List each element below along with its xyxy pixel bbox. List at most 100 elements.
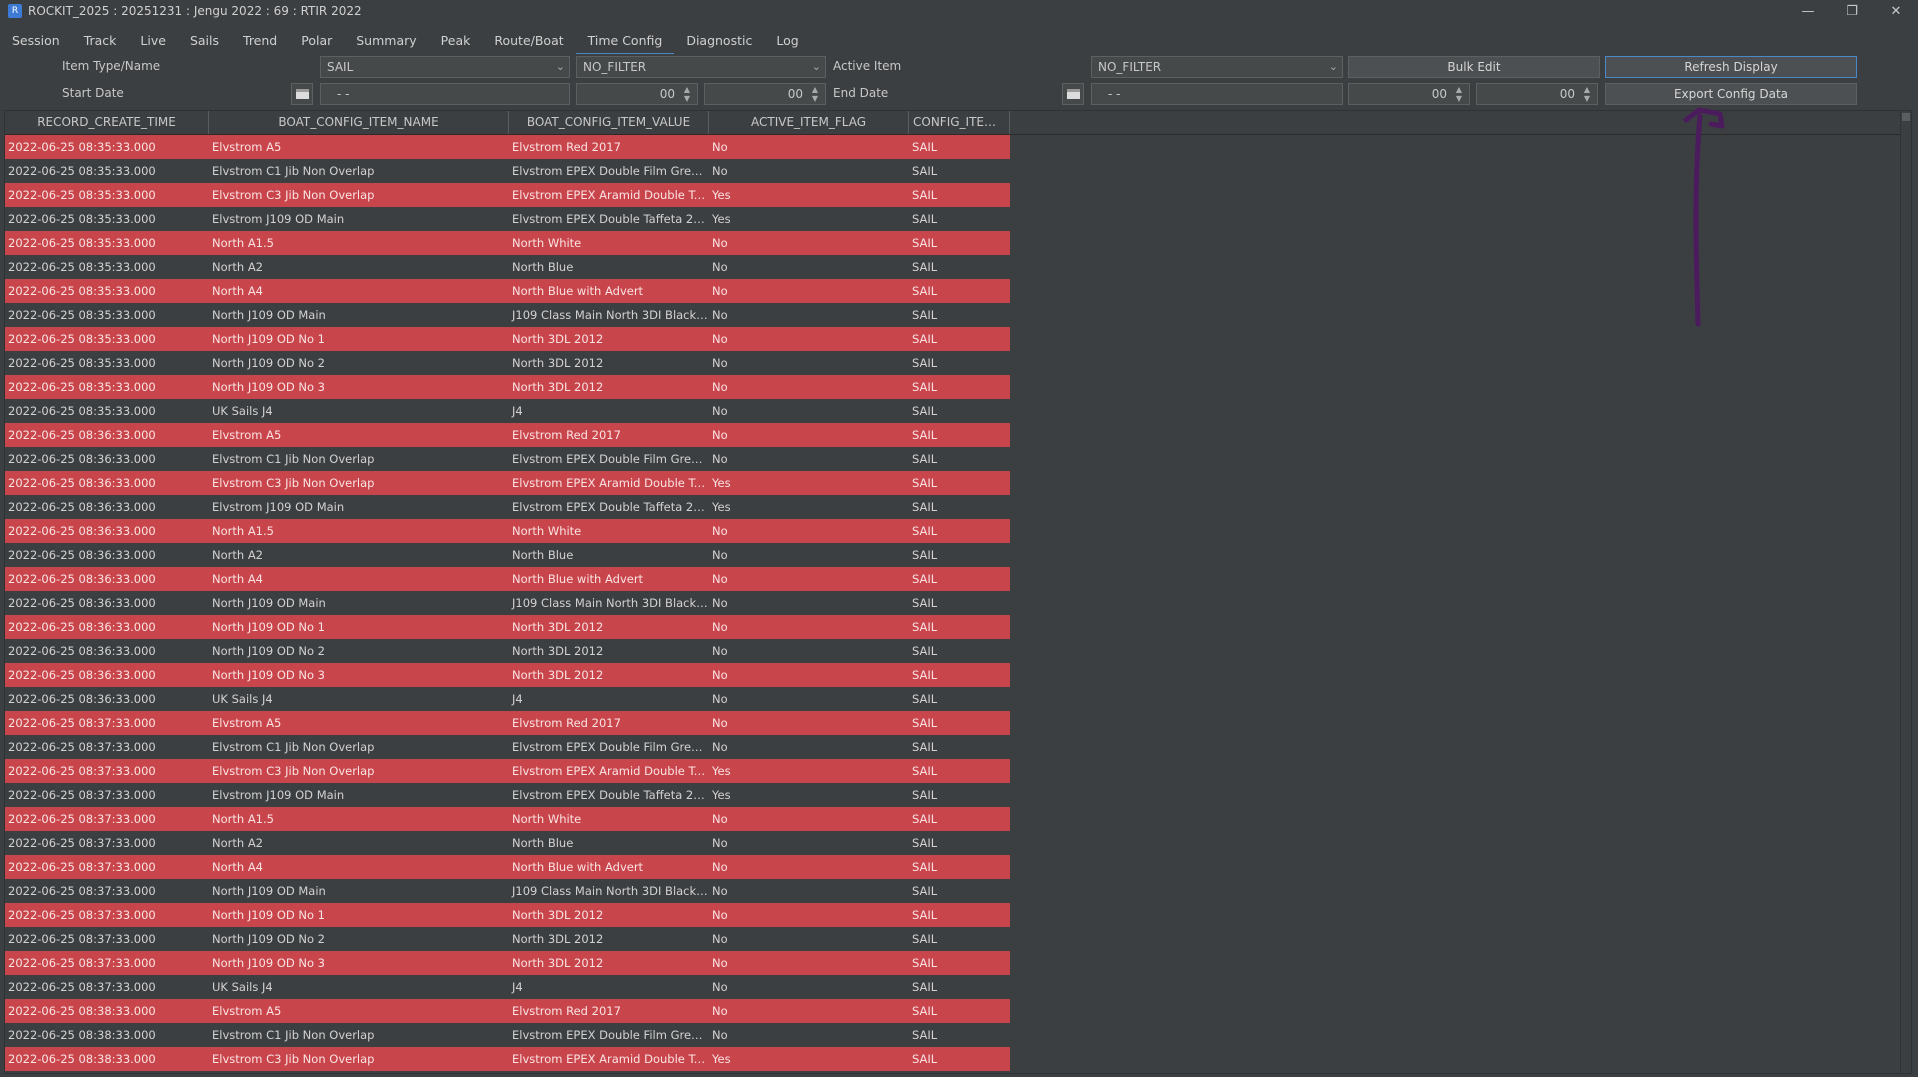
scrollbar-thumb[interactable]	[1902, 113, 1910, 121]
cell-item-value: North Blue with Advert	[509, 855, 709, 879]
cell-active-item-flag: Yes	[709, 759, 909, 783]
cell-item-name: North J109 OD No 1	[209, 615, 509, 639]
tab-live[interactable]: Live	[140, 33, 166, 48]
start-minute-spinner[interactable]: 00 ▲ ▼	[704, 83, 826, 105]
table-row[interactable]: 2022-06-25 08:37:33.000 North A1.5 North W…	[5, 807, 1911, 831]
end-date-field[interactable]: - -	[1091, 83, 1343, 105]
table-row[interactable]: 2022-06-25 08:38:33.000 Elvstrom C1 Jib N…	[5, 1023, 1911, 1047]
close-icon[interactable]: ✕	[1890, 3, 1902, 19]
cell-config-item-type: SAIL	[909, 639, 1010, 663]
cell-record-create-time: 2022-06-25 08:38:33.000	[5, 1047, 209, 1071]
table-row[interactable]: 2022-06-25 08:37:33.000 North J109 OD No …	[5, 903, 1911, 927]
cell-active-item-flag: No	[709, 159, 909, 183]
table-row[interactable]: 2022-06-25 08:35:33.000 North J109 OD No …	[5, 375, 1911, 399]
cell-item-name: North J109 OD No 3	[209, 663, 509, 687]
tab-peak[interactable]: Peak	[440, 33, 471, 48]
table-row[interactable]: 2022-06-25 08:35:33.000 North A2 North Blu…	[5, 255, 1911, 279]
end-hour-spinner[interactable]: 00 ▲ ▼	[1348, 83, 1470, 105]
item-type-select[interactable]: SAIL ⌄	[320, 56, 570, 78]
column-header-active-item-flag[interactable]: ACTIVE_ITEM_FLAG	[709, 111, 909, 134]
table-row[interactable]: 2022-06-25 08:35:33.000 Elvstrom A5 Elvstr…	[5, 135, 1911, 159]
table-row[interactable]: 2022-06-25 08:35:33.000 Elvstrom C1 Jib N…	[5, 159, 1911, 183]
spinner-arrows-icon[interactable]: ▲ ▼	[683, 85, 691, 103]
table-row[interactable]: 2022-06-25 08:36:33.000 North A2 North Blu…	[5, 543, 1911, 567]
table-row[interactable]: 2022-06-25 08:35:33.000 North A4 North Blu…	[5, 279, 1911, 303]
window-controls: — ❐ ✕	[1786, 0, 1918, 22]
spinner-arrows-icon[interactable]: ▲ ▼	[811, 85, 819, 103]
cell-active-item-flag: No	[709, 135, 909, 159]
cell-item-name: North A1.5	[209, 807, 509, 831]
column-header-record-create-time[interactable]: RECORD_CREATE_TIME	[5, 111, 209, 134]
table-row[interactable]: 2022-06-25 08:36:33.000 North J109 OD No …	[5, 615, 1911, 639]
table-row[interactable]: 2022-06-25 08:36:33.000 Elvstrom J109 OD …	[5, 495, 1911, 519]
table-row[interactable]: 2022-06-25 08:35:33.000 Elvstrom C3 Jib N…	[5, 183, 1911, 207]
table-row[interactable]: 2022-06-25 08:36:33.000 Elvstrom C1 Jib N…	[5, 447, 1911, 471]
tab-route-boat[interactable]: Route/Boat	[494, 33, 564, 48]
restore-icon[interactable]: ❐	[1846, 3, 1858, 19]
cell-config-item-type: SAIL	[909, 1023, 1010, 1047]
start-hour-spinner[interactable]: 00 ▲ ▼	[576, 83, 698, 105]
cell-config-item-type: SAIL	[909, 279, 1010, 303]
column-header-item-value[interactable]: BOAT_CONFIG_ITEM_VALUE	[509, 111, 709, 134]
cell-item-value: North 3DL 2012	[509, 375, 709, 399]
tab-log[interactable]: Log	[776, 33, 799, 48]
tab-time-config[interactable]: Time Config	[575, 28, 675, 56]
spinner-arrows-icon[interactable]: ▲ ▼	[1583, 85, 1591, 103]
table-row[interactable]: 2022-06-25 08:37:33.000 North J109 OD No …	[5, 951, 1911, 975]
end-date-calendar-button[interactable]	[1062, 83, 1084, 105]
table-row[interactable]: 2022-06-25 08:36:33.000 North A4 North Blu…	[5, 567, 1911, 591]
start-date-field[interactable]: - -	[320, 83, 570, 105]
end-minute-spinner[interactable]: 00 ▲ ▼	[1476, 83, 1598, 105]
cell-active-item-flag: Yes	[709, 207, 909, 231]
table-row[interactable]: 2022-06-25 08:35:33.000 North J109 OD No …	[5, 327, 1911, 351]
cell-config-item-type: SAIL	[909, 735, 1010, 759]
column-header-item-name[interactable]: BOAT_CONFIG_ITEM_NAME	[209, 111, 509, 134]
table-row[interactable]: 2022-06-25 08:35:33.000 UK Sails J4 J4 No SA…	[5, 399, 1911, 423]
table-row[interactable]: 2022-06-25 08:36:33.000 UK Sails J4 J4 No SA…	[5, 687, 1911, 711]
table-row[interactable]: 2022-06-25 08:35:33.000 Elvstrom J109 OD …	[5, 207, 1911, 231]
cell-config-item-type: SAIL	[909, 759, 1010, 783]
table-row[interactable]: 2022-06-25 08:37:33.000 North J109 OD Mai…	[5, 879, 1911, 903]
cell-active-item-flag: No	[709, 975, 909, 999]
export-config-data-button[interactable]: Export Config Data	[1605, 83, 1857, 105]
vertical-scrollbar[interactable]	[1900, 111, 1911, 1073]
table-row[interactable]: 2022-06-25 08:37:33.000 Elvstrom C1 Jib N…	[5, 735, 1911, 759]
bulk-edit-button[interactable]: Bulk Edit	[1348, 56, 1600, 78]
table-row[interactable]: 2022-06-25 08:37:33.000 Elvstrom C3 Jib N…	[5, 759, 1911, 783]
tab-sails[interactable]: Sails	[189, 33, 220, 48]
cell-item-value: Elvstrom Red 2017	[509, 999, 709, 1023]
tab-summary[interactable]: Summary	[356, 33, 417, 48]
table-row[interactable]: 2022-06-25 08:36:33.000 North A1.5 North W…	[5, 519, 1911, 543]
table-row[interactable]: 2022-06-25 08:35:33.000 North J109 OD Mai…	[5, 303, 1911, 327]
tab-session[interactable]: Session	[12, 33, 60, 48]
minimize-icon[interactable]: —	[1801, 3, 1815, 19]
table-row[interactable]: 2022-06-25 08:37:33.000 North J109 OD No …	[5, 927, 1911, 951]
tab-polar[interactable]: Polar	[301, 33, 333, 48]
table-row[interactable]: 2022-06-25 08:38:33.000 Elvstrom C3 Jib N…	[5, 1047, 1911, 1071]
table-row[interactable]: 2022-06-25 08:36:33.000 North J109 OD No …	[5, 663, 1911, 687]
table-row[interactable]: 2022-06-25 08:36:33.000 North J109 OD No …	[5, 639, 1911, 663]
table-row[interactable]: 2022-06-25 08:35:33.000 North A1.5 North W…	[5, 231, 1911, 255]
refresh-display-button[interactable]: Refresh Display	[1605, 56, 1857, 78]
column-header-config-item-type[interactable]: CONFIG_ITEM_T...	[909, 111, 1010, 134]
table-row[interactable]: 2022-06-25 08:36:33.000 Elvstrom A5 Elvstr…	[5, 423, 1911, 447]
table-row[interactable]: 2022-06-25 08:37:33.000 UK Sails J4 J4 No SA…	[5, 975, 1911, 999]
table-row[interactable]: 2022-06-25 08:37:33.000 Elvstrom A5 Elvstr…	[5, 711, 1911, 735]
item-name-select[interactable]: NO_FILTER ⌄	[576, 56, 826, 78]
tab-track[interactable]: Track	[83, 33, 117, 48]
table-row[interactable]: 2022-06-25 08:37:33.000 North A2 North Blu…	[5, 831, 1911, 855]
table-row[interactable]: 2022-06-25 08:36:33.000 North J109 OD Mai…	[5, 591, 1911, 615]
tab-diagnostic[interactable]: Diagnostic	[686, 33, 753, 48]
table-row[interactable]: 2022-06-25 08:37:33.000 Elvstrom J109 OD …	[5, 783, 1911, 807]
table-row[interactable]: 2022-06-25 08:35:33.000 North J109 OD No …	[5, 351, 1911, 375]
cell-item-value: Elvstrom EPEX Aramid Double Taff...	[509, 759, 709, 783]
table-row[interactable]: 2022-06-25 08:36:33.000 Elvstrom C3 Jib N…	[5, 471, 1911, 495]
cell-record-create-time: 2022-06-25 08:35:33.000	[5, 207, 209, 231]
table-row[interactable]: 2022-06-25 08:37:33.000 North A4 North Blu…	[5, 855, 1911, 879]
cell-record-create-time: 2022-06-25 08:37:33.000	[5, 975, 209, 999]
tab-trend[interactable]: Trend	[243, 33, 278, 48]
table-row[interactable]: 2022-06-25 08:38:33.000 Elvstrom A5 Elvstr…	[5, 999, 1911, 1023]
spinner-arrows-icon[interactable]: ▲ ▼	[1455, 85, 1463, 103]
active-item-select[interactable]: NO_FILTER ⌄	[1091, 56, 1343, 78]
start-date-calendar-button[interactable]	[291, 83, 313, 105]
